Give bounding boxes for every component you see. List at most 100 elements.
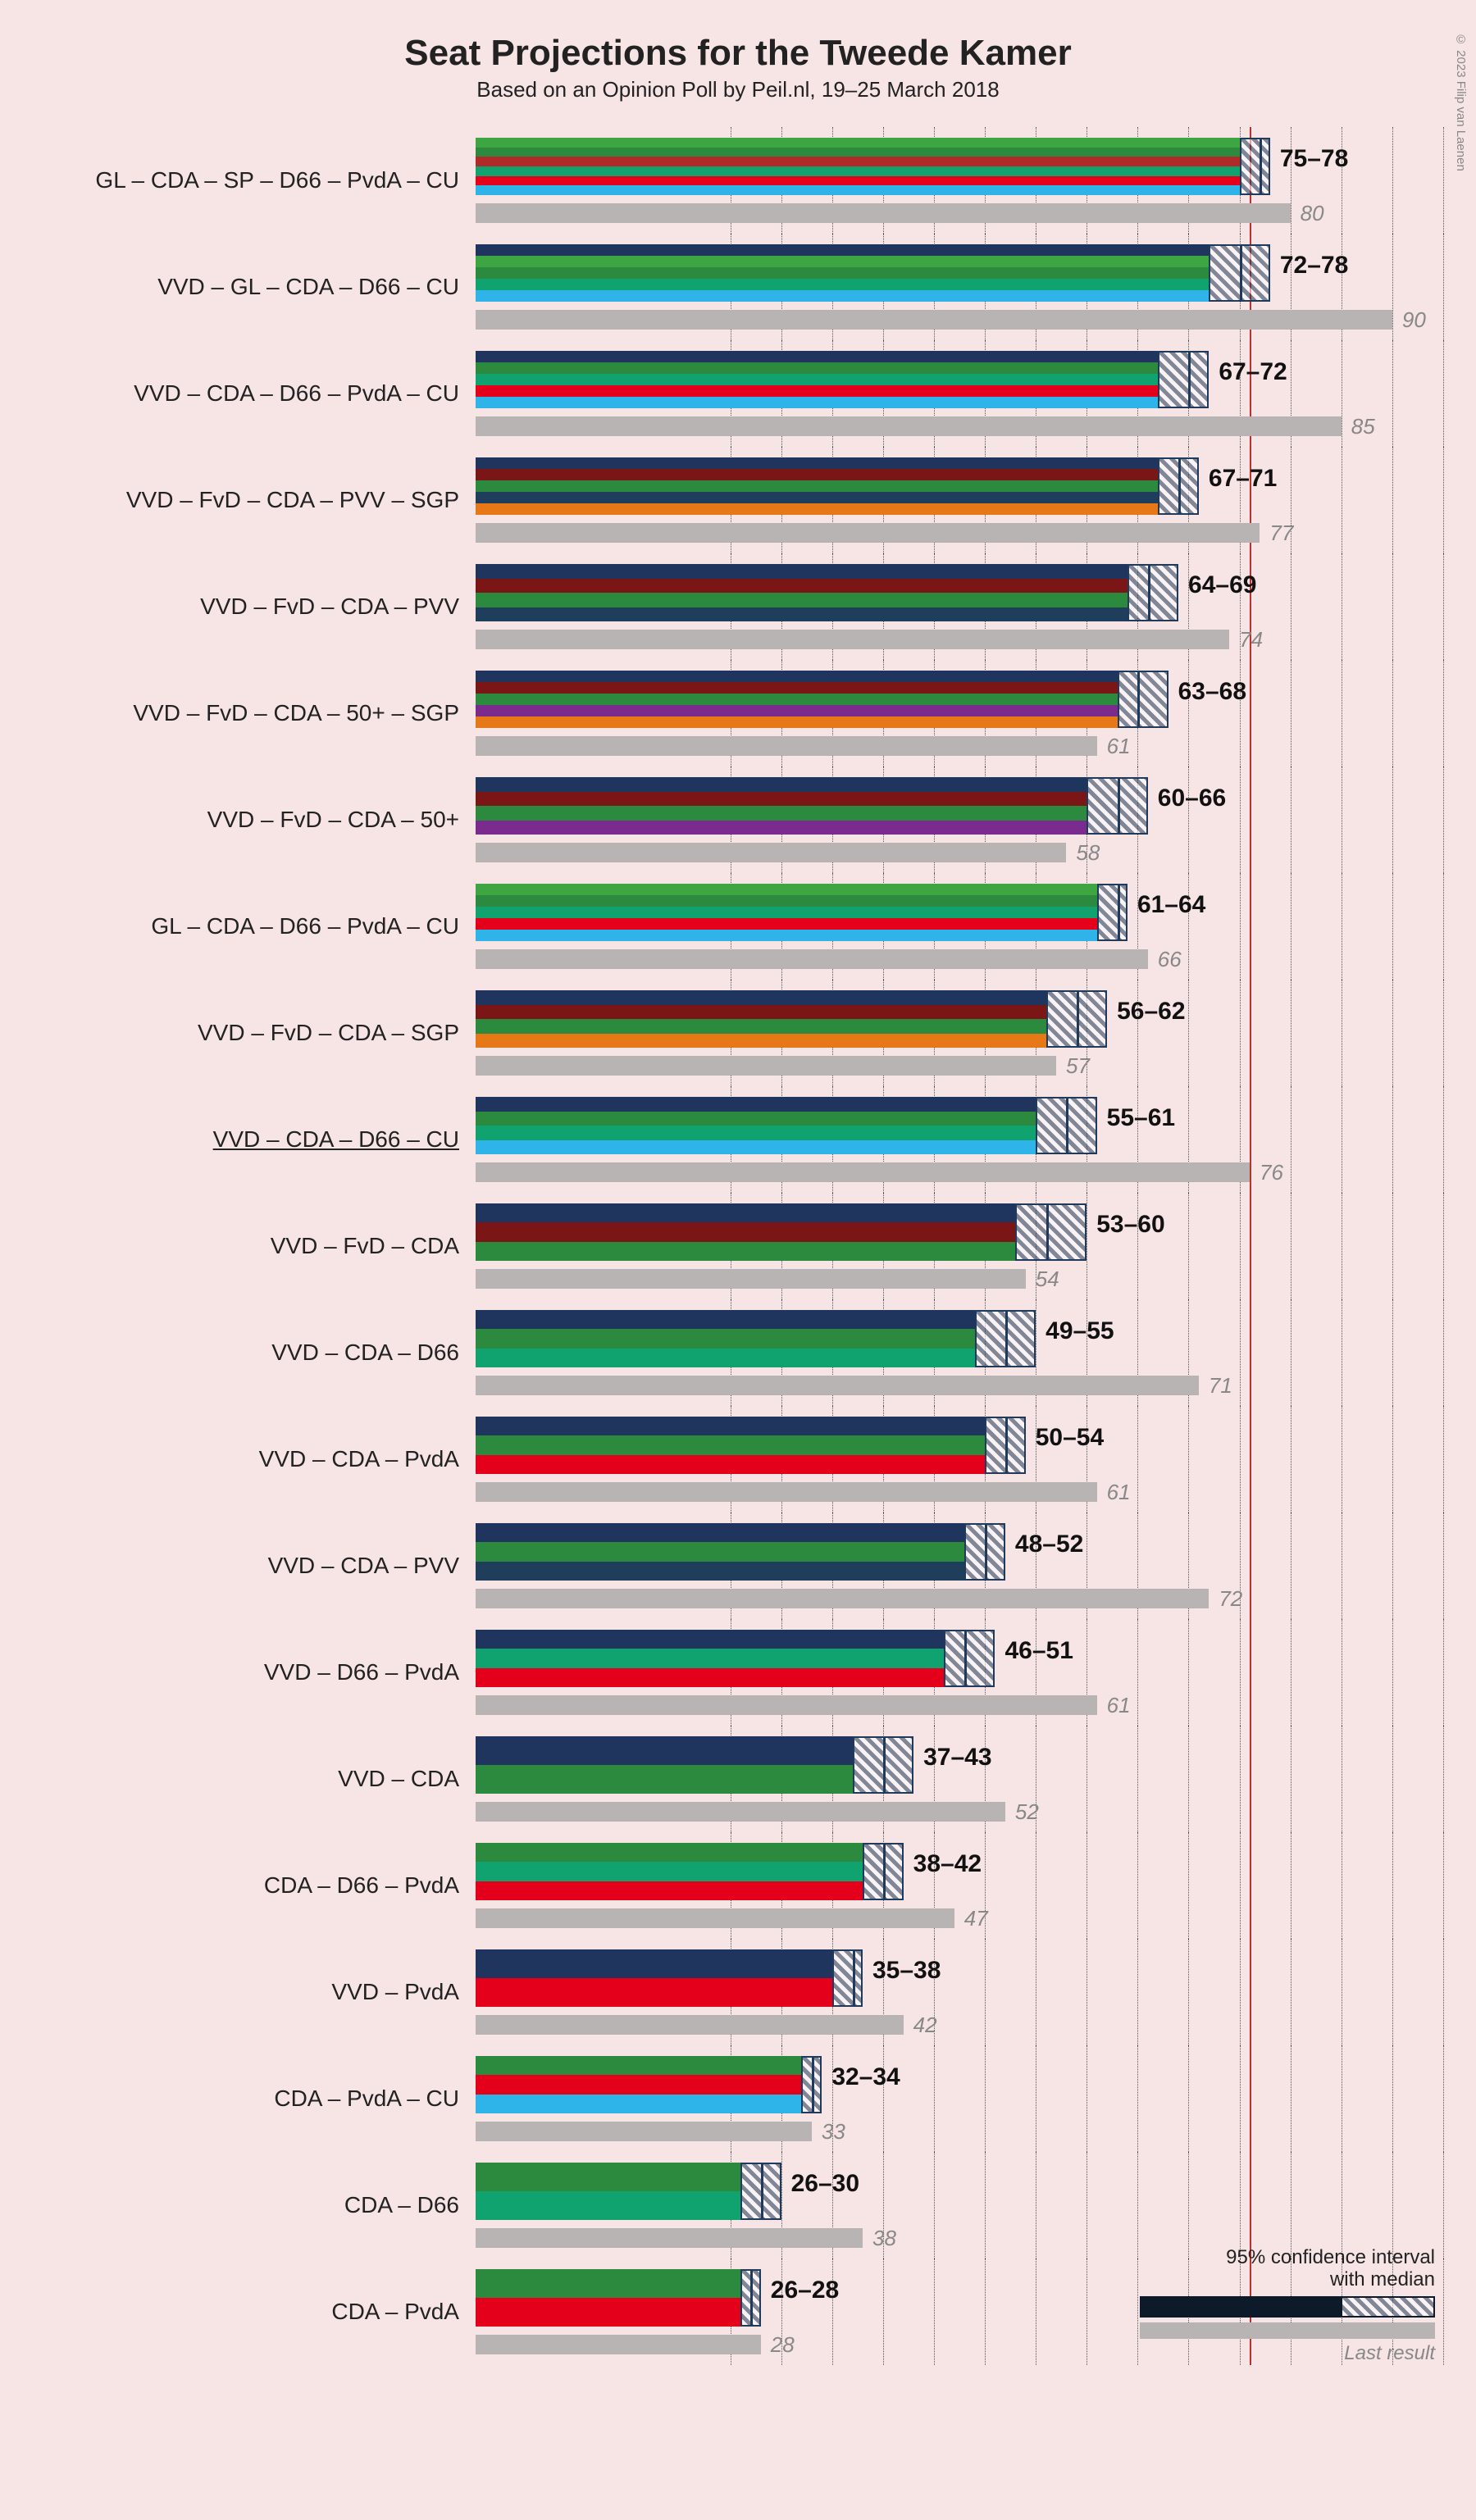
coalition-bar [476,1949,832,2007]
ci-box [1240,138,1270,195]
last-result-bar [476,2228,863,2248]
party-stripe [476,385,1158,397]
chart-page: © 2023 Filip van Laenen Seat Projections… [0,0,1476,2414]
median-tick [1260,138,1262,195]
range-label: 72–78 [1280,252,1348,280]
party-stripe [476,1649,944,1667]
party-stripe [476,1140,1036,1155]
majority-line [1250,1726,1251,1832]
majority-line [1250,1299,1251,1406]
range-label: 46–51 [1004,1637,1073,1665]
party-stripe [476,1097,1036,1112]
last-result-label: 76 [1260,1160,1283,1185]
last-result-bar [476,2335,761,2354]
chart-title: Seat Projections for the Tweede Kamer [33,33,1443,74]
row-plot: 56–62 57 [476,980,1443,1086]
coalition-label: CDA – PvdA [33,2299,476,2325]
coalition-label: CDA – PvdA – CU [33,2086,476,2112]
party-stripe [476,1978,832,2007]
median-tick [1046,1203,1049,1261]
coalition-bar [476,1843,863,1900]
range-label: 37–43 [923,1744,991,1772]
coalition-bar [476,1417,985,1474]
coalition-bar [476,1310,975,1367]
party-stripe [476,374,1158,385]
row-plot: 75–7880 [476,127,1443,234]
party-stripe [476,148,1240,157]
last-result-label: 38 [872,2226,896,2251]
party-stripe [476,564,1128,579]
coalition-label: VVD – PvdA [33,1979,476,2005]
coalition-row: CDA – D6626–3038 [33,2152,1443,2258]
last-result-label: 80 [1301,201,1324,226]
coalition-bar [476,2163,740,2220]
party-stripe [476,2269,740,2298]
party-stripe [476,1881,863,1900]
median-tick [1137,671,1140,728]
party-stripe [476,1843,863,1862]
party-stripe [476,1435,985,1454]
last-result-label: 61 [1107,1480,1131,1505]
party-stripe [476,267,1209,279]
party-stripe [476,1523,964,1542]
legend-last-bar [1140,2322,1435,2339]
coalition-label: GL – CDA – D66 – PvdA – CU [33,913,476,939]
range-label: 56–62 [1117,998,1185,1026]
coalition-bar [476,671,1118,728]
party-stripe [476,469,1158,480]
row-plot: 32–3433 [476,2045,1443,2152]
party-stripe [476,1862,863,1881]
legend-ci-line1: 95% confidence interval [1226,2246,1435,2268]
range-label: 38–42 [913,1850,982,1878]
coalition-row: VVD – GL – CDA – D66 – CU72–7890 [33,234,1443,340]
party-stripe [476,457,1158,469]
party-stripe [476,397,1158,408]
majority-line [1250,766,1251,873]
coalition-bar [476,777,1086,835]
party-stripe [476,930,1097,941]
row-plot: 61–6466 [476,873,1443,980]
party-stripe [476,1949,832,1978]
party-stripe [476,671,1118,682]
last-result-bar [476,1802,1005,1822]
range-label: 60–66 [1158,785,1226,812]
coalition-label: VVD – FvD – CDA [33,1233,476,1259]
coalition-bar [476,351,1158,408]
range-label: 49–55 [1046,1317,1114,1345]
last-result-label: 72 [1219,1586,1242,1612]
last-result-bar [476,523,1260,543]
last-result-bar [476,2015,904,2035]
last-result-bar [476,736,1097,756]
last-result-label: 57 [1066,1053,1090,1079]
last-result-label: 77 [1269,521,1293,546]
majority-line [1250,1406,1251,1512]
legend-ci-label: 95% confidence interval with median [1140,2246,1435,2291]
coalition-label: VVD – CDA [33,1766,476,1792]
ci-box [1015,1203,1086,1261]
coalition-row: CDA – D66 – PvdA38–4247 [33,1832,1443,1939]
coalition-row: VVD – CDA – D66 – PvdA – CU67–7285 [33,340,1443,447]
coalition-row: VVD – D66 – PvdA46–5161 [33,1619,1443,1726]
last-result-bar [476,1056,1056,1076]
party-stripe [476,279,1209,290]
coalition-bar [476,457,1158,515]
coalition-label: VVD – FvD – CDA – SGP [33,1020,476,1046]
party-stripe [476,290,1209,302]
coalition-label: VVD – FvD – CDA – PVV – SGP [33,487,476,513]
last-result-bar [476,203,1291,223]
party-stripe [476,2298,740,2327]
last-result-label: 85 [1351,414,1375,439]
median-tick [1118,884,1120,941]
majority-line [1250,1193,1251,1299]
last-result-label: 33 [822,2119,845,2145]
last-result-label: 47 [964,1906,988,1931]
party-stripe [476,1242,1015,1261]
last-result-bar [476,1269,1026,1289]
row-plot: 37–4352 [476,1726,1443,1832]
coalition-bar [476,244,1209,302]
party-stripe [476,1668,944,1687]
party-stripe [476,1112,1036,1126]
median-tick [750,2269,753,2327]
range-label: 48–52 [1015,1531,1083,1558]
row-plot: 67–7177 [476,447,1443,553]
